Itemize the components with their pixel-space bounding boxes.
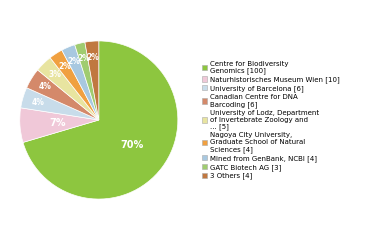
- Wedge shape: [27, 70, 99, 120]
- Wedge shape: [75, 42, 99, 120]
- Text: 3%: 3%: [48, 70, 61, 79]
- Text: 2%: 2%: [58, 62, 71, 72]
- Text: 4%: 4%: [32, 98, 44, 107]
- Wedge shape: [20, 108, 99, 142]
- Wedge shape: [50, 50, 99, 120]
- Wedge shape: [85, 41, 99, 120]
- Text: 2%: 2%: [77, 54, 90, 63]
- Text: 2%: 2%: [87, 53, 100, 61]
- Text: 70%: 70%: [120, 140, 143, 150]
- Wedge shape: [23, 41, 178, 199]
- Text: 4%: 4%: [38, 82, 51, 91]
- Legend: Centre for Biodiversity
Genomics [100], Naturhistorisches Museum Wien [10], Univ: Centre for Biodiversity Genomics [100], …: [201, 61, 340, 179]
- Text: 7%: 7%: [49, 118, 66, 128]
- Text: 2%: 2%: [68, 57, 81, 66]
- Wedge shape: [38, 58, 99, 120]
- Wedge shape: [21, 88, 99, 120]
- Wedge shape: [62, 45, 99, 120]
